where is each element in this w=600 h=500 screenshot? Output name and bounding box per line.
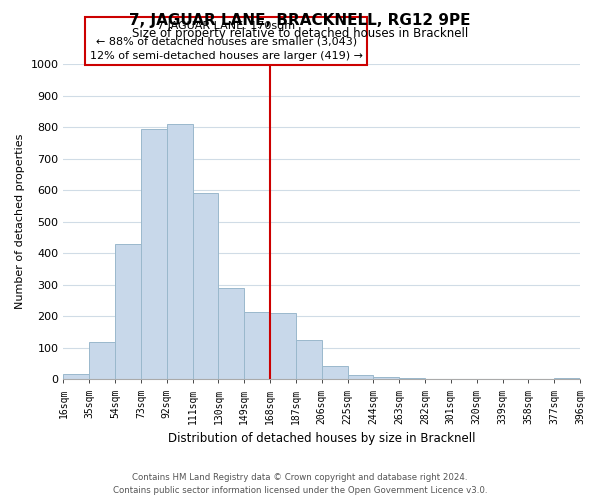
X-axis label: Distribution of detached houses by size in Bracknell: Distribution of detached houses by size … xyxy=(168,432,475,445)
Text: Contains HM Land Registry data © Crown copyright and database right 2024.
Contai: Contains HM Land Registry data © Crown c… xyxy=(113,474,487,495)
Bar xyxy=(425,379,451,380)
Bar xyxy=(296,340,322,380)
Bar xyxy=(270,313,296,380)
Y-axis label: Number of detached properties: Number of detached properties xyxy=(15,134,25,310)
Bar xyxy=(64,374,89,380)
Bar xyxy=(193,194,218,380)
Bar xyxy=(451,379,476,380)
Bar xyxy=(244,312,270,380)
Bar xyxy=(399,378,425,380)
Text: 7, JAGUAR LANE, BRACKNELL, RG12 9PE: 7, JAGUAR LANE, BRACKNELL, RG12 9PE xyxy=(129,12,471,28)
Bar xyxy=(141,128,167,380)
Bar xyxy=(89,342,115,380)
Text: 7 JAGUAR LANE: 170sqm
← 88% of detached houses are smaller (3,043)
12% of semi-d: 7 JAGUAR LANE: 170sqm ← 88% of detached … xyxy=(89,21,362,61)
Text: Size of property relative to detached houses in Bracknell: Size of property relative to detached ho… xyxy=(132,28,468,40)
Bar xyxy=(554,378,580,380)
Bar xyxy=(115,244,141,380)
Bar xyxy=(347,374,373,380)
Bar xyxy=(373,377,399,380)
Bar xyxy=(218,288,244,380)
Bar xyxy=(167,124,193,380)
Bar xyxy=(322,366,347,380)
